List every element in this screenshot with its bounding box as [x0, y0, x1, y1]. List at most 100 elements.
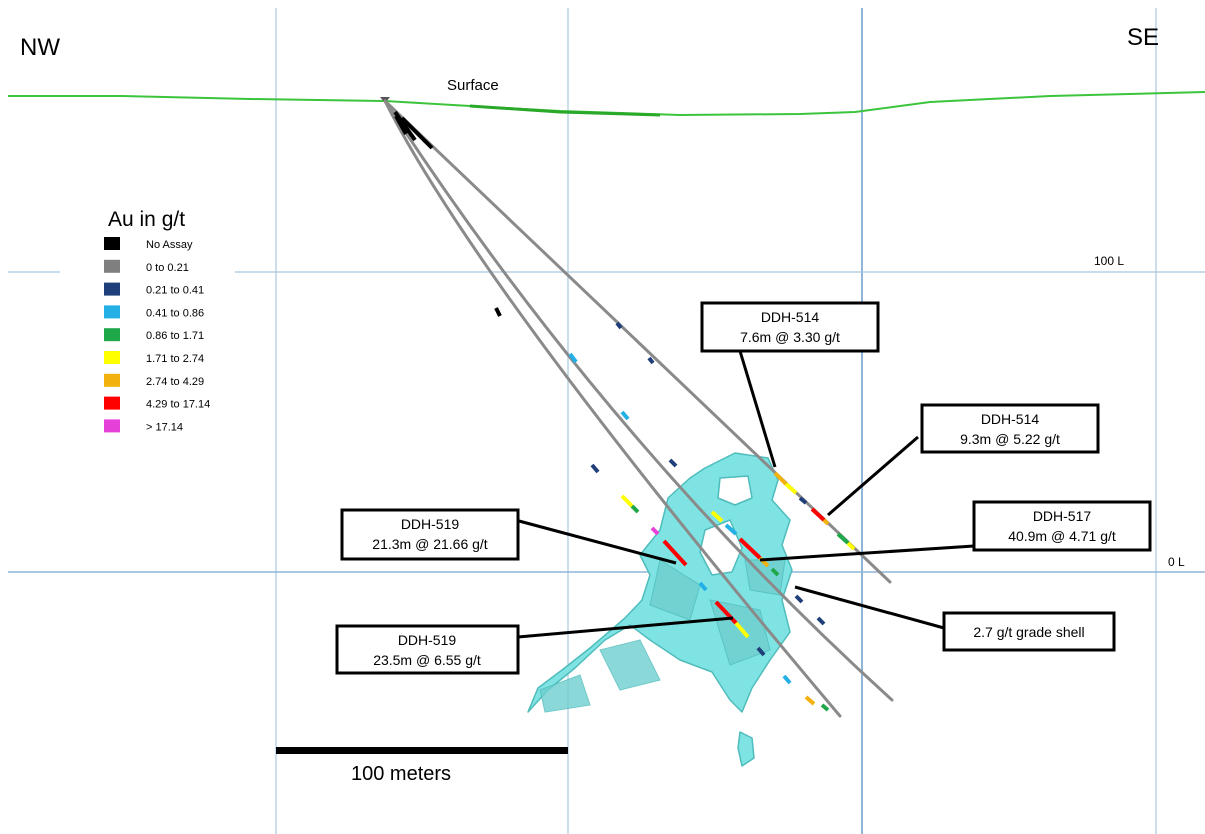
scale-bar-line — [276, 747, 568, 754]
callout-box — [972, 500, 1152, 552]
assay-interval — [816, 616, 826, 626]
assay-interval — [836, 532, 850, 545]
assay-interval — [738, 537, 762, 560]
assay-interval — [756, 646, 766, 657]
legend-swatch — [104, 259, 120, 273]
assay-interval — [590, 463, 600, 474]
shell-facet — [649, 559, 701, 621]
assay-interval — [400, 116, 434, 150]
callout-interval: 7.6m @ 3.30 g/t — [740, 329, 840, 345]
legend-label: 0.41 to 0.86 — [146, 307, 204, 319]
assay-interval — [647, 356, 655, 365]
assay-interval — [804, 695, 816, 706]
scale-bar-label: 100 meters — [351, 763, 451, 785]
drillhole-ddh-519 — [383, 99, 842, 718]
leader-line-ddh514-upper — [738, 350, 777, 468]
leader-line-ddh517 — [759, 544, 975, 562]
assay-interval — [494, 307, 502, 317]
callout-text: 2.7 g/t grade shell — [973, 624, 1084, 640]
direction-nw: NW — [20, 34, 60, 61]
assay-interval — [794, 594, 804, 604]
callout-box — [700, 301, 880, 353]
leader-line-ddh514-lower — [827, 435, 919, 517]
legend-label: 1.71 to 2.74 — [146, 353, 204, 365]
legend-label: 0.86 to 1.71 — [146, 330, 204, 342]
legend-label: 2.74 to 4.29 — [146, 376, 204, 388]
callout-box — [920, 403, 1100, 454]
callout-hole: DDH-514 — [761, 309, 820, 325]
assay-interval — [568, 352, 578, 364]
assay-interval — [734, 621, 750, 639]
assay-interval — [798, 496, 808, 505]
leader-lines — [517, 350, 975, 639]
assay-interval — [810, 507, 826, 522]
legend-swatch — [104, 373, 120, 387]
level-label-100: 100 L — [1094, 254, 1124, 268]
assay-interval — [784, 482, 798, 495]
assay-interval — [620, 494, 634, 508]
callout-ddh519-upper: DDH-519 21.3m @ 21.66 g/t — [340, 508, 520, 561]
surface-label: Surface — [447, 77, 499, 94]
leader-line-ddh519-upper — [518, 519, 677, 565]
legend-items: No Assay 0 to 0.21 0.21 to 0.41 0.41 to 0.8… — [104, 237, 210, 433]
assay-interval — [615, 321, 623, 330]
callout-box — [335, 624, 520, 675]
scale-bar: 100 meters — [276, 747, 568, 785]
legend-swatch — [104, 396, 120, 410]
assay-interval — [668, 458, 678, 468]
assay-interval — [773, 471, 788, 486]
legend-title: Au in g/t — [108, 208, 185, 231]
leader-line-grade-shell — [794, 585, 945, 630]
callout-ddh514-lower: DDH-514 9.3m @ 5.22 g/t — [920, 403, 1100, 454]
assay-interval — [710, 510, 724, 523]
legend-swatch — [104, 328, 120, 342]
legend-label: 0 to 0.21 — [146, 262, 189, 274]
grid — [8, 8, 1205, 834]
callout-box — [942, 611, 1116, 652]
assay-interval — [394, 115, 408, 135]
callout-box — [340, 508, 520, 561]
callout-hole: DDH-517 — [1033, 508, 1092, 524]
assay-interval — [662, 539, 688, 567]
assay-interval — [782, 674, 792, 685]
assay-interval — [698, 581, 708, 592]
legend-swatch — [104, 282, 120, 296]
callout-ddh514-upper: DDH-514 7.6m @ 3.30 g/t — [700, 301, 880, 353]
assay-interval — [620, 410, 630, 421]
callout-ddh517: DDH-517 40.9m @ 4.71 g/t — [972, 500, 1152, 552]
leader-line-ddh519-lower — [517, 616, 734, 639]
callout-hole: DDH-514 — [981, 411, 1040, 427]
drillhole-ddh-517 — [383, 99, 894, 702]
callout-interval: 23.5m @ 6.55 g/t — [373, 652, 481, 668]
shell-facet — [599, 639, 661, 691]
grade-shell-pod — [737, 731, 755, 767]
level-label-0: 0 L — [1168, 555, 1185, 569]
legend-label: No Assay — [146, 239, 193, 251]
legend-swatch — [104, 237, 120, 250]
legend-swatch — [104, 351, 120, 364]
surface-line-thick — [469, 104, 661, 117]
callout-hole: DDH-519 — [401, 516, 460, 532]
assay-interval — [650, 526, 660, 536]
callout-hole: DDH-519 — [398, 632, 457, 648]
grade-shell-hole — [717, 475, 753, 506]
assay-interval — [822, 518, 830, 526]
assay-interval — [630, 504, 640, 514]
callout-interval: 21.3m @ 21.66 g/t — [372, 536, 488, 552]
callout-interval: 9.3m @ 5.22 g/t — [960, 431, 1060, 447]
surface-line — [8, 91, 1205, 117]
legend: Au in g/t No Assay 0 to 0.21 0.21 to 0.41 0… — [104, 208, 210, 433]
callout-ddh519-lower: DDH-519 23.5m @ 6.55 g/t — [335, 624, 520, 675]
legend-label: 4.29 to 17.14 — [146, 399, 210, 411]
legend-swatch — [104, 305, 120, 319]
callout-interval: 40.9m @ 4.71 g/t — [1008, 528, 1116, 544]
callout-grade-shell: 2.7 g/t grade shell — [942, 611, 1116, 652]
assay-interval — [724, 523, 738, 536]
assay-interval — [770, 567, 780, 577]
no-assay-segments — [393, 110, 502, 317]
assay-interval — [846, 541, 856, 551]
legend-label: > 17.14 — [146, 421, 183, 433]
legend-swatch — [104, 419, 120, 433]
assay-interval — [820, 703, 830, 712]
